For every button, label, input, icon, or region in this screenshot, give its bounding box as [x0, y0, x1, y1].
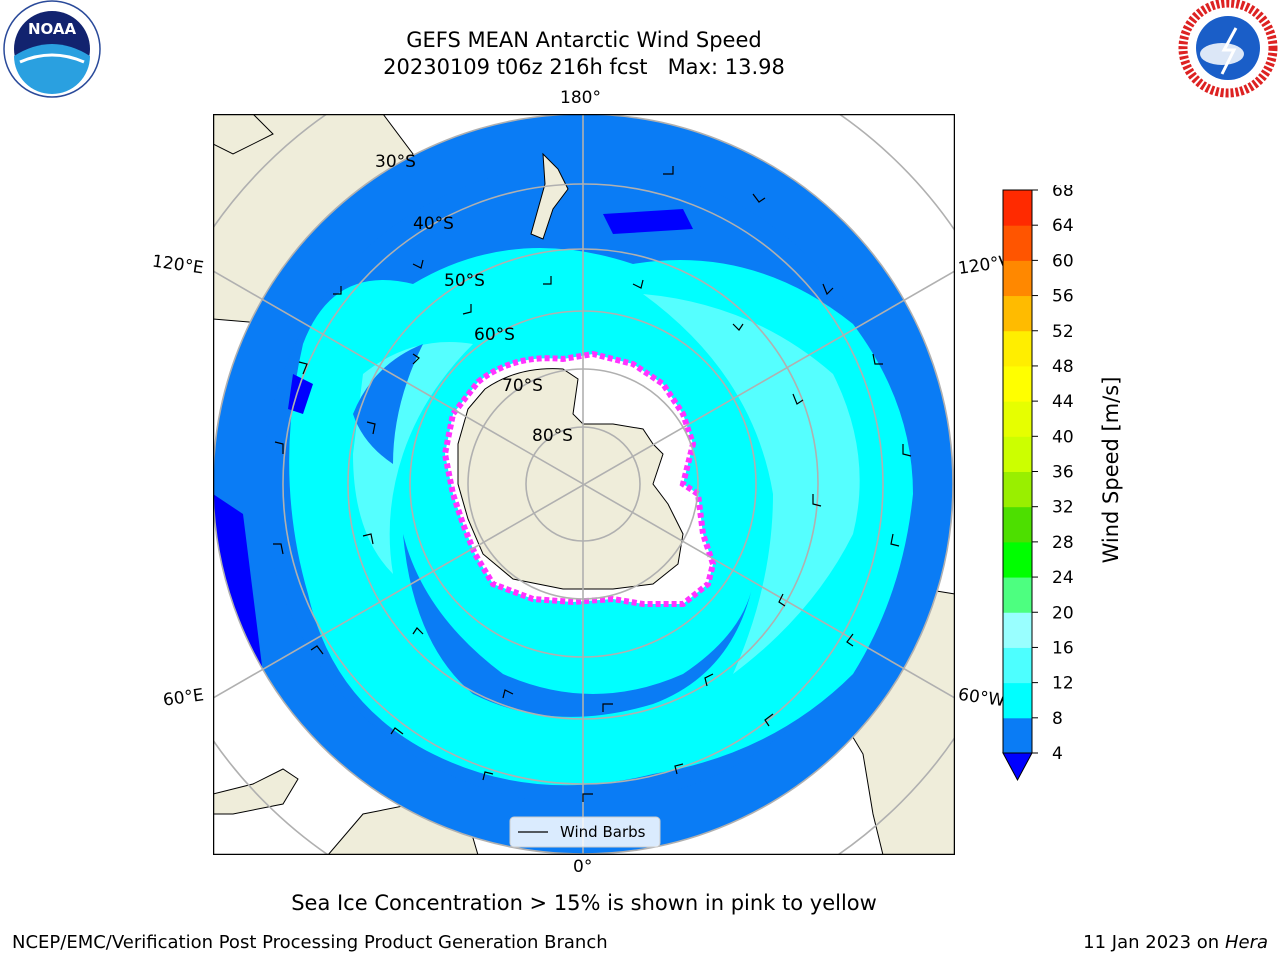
colorbar-tick-label: 44 [1052, 392, 1074, 412]
lat-label-40s: 40°S [413, 214, 454, 234]
colorbar-tick-label: 28 [1052, 533, 1074, 553]
colorbar-segment [1003, 190, 1032, 226]
nws-logo [1178, 0, 1278, 100]
colorbar-segment [1003, 612, 1032, 648]
colorbar-tick-label: 36 [1052, 463, 1074, 483]
lat-label-80s: 80°S [532, 426, 573, 446]
colorbar-segment [1003, 365, 1032, 402]
colorbar-tick-label: 68 [1052, 185, 1074, 201]
colorbar-tick-label: 40 [1052, 427, 1074, 447]
colorbar-segment [1003, 541, 1032, 578]
colorbar-tick-label: 4 [1052, 744, 1063, 764]
map-legend: Wind Barbs [509, 816, 661, 848]
lon-label-0: 0° [573, 857, 593, 877]
colorbar-segment [1003, 330, 1032, 367]
lon-label-180: 180° [560, 88, 601, 108]
lat-label-60s: 60°S [474, 325, 515, 345]
colorbar-segment [1003, 506, 1032, 543]
colorbar-segment [1003, 295, 1032, 332]
colorbar-tick-label: 16 [1052, 638, 1074, 658]
sea-ice-note: Sea Ice Concentration > 15% is shown in … [291, 891, 877, 915]
colorbar-segment [1003, 436, 1032, 472]
legend-label: Wind Barbs [560, 823, 646, 841]
colorbar-segment [1003, 260, 1032, 297]
colorbar-segment [1003, 471, 1032, 508]
colorbar-segment [1003, 682, 1032, 719]
colorbar-segment [1003, 647, 1032, 684]
footer-date: 11 Jan 2023 on Hera [1083, 932, 1268, 953]
chart-title-line1: GEFS MEAN Antarctic Wind Speed [406, 28, 762, 52]
footer-credit: NCEP/EMC/Verification Post Processing Pr… [12, 932, 608, 953]
lon-label-60w: 60°W [956, 684, 1007, 712]
colorbar-tick-label: 64 [1052, 216, 1074, 236]
lon-label-60e: 60°E [161, 685, 206, 711]
colorbar-tick-label: 20 [1052, 603, 1074, 623]
colorbar-tick-label: 52 [1052, 322, 1074, 342]
colorbar-segment [1003, 401, 1032, 437]
polar-map: 30°S 40°S 50°S 60°S 70°S 80°S Wind Barbs [212, 113, 956, 856]
lon-label-120e: 120°E [150, 251, 205, 279]
map-frame [212, 113, 956, 856]
footer-date-prefix: 11 Jan 2023 on [1083, 932, 1225, 953]
colorbar-tick-label: 24 [1052, 568, 1074, 588]
colorbar-segment [1003, 717, 1032, 754]
colorbar-segment [1003, 225, 1032, 261]
colorbar-tick-label: 48 [1052, 357, 1074, 377]
colorbar-segment [1003, 577, 1032, 613]
lat-label-50s: 50°S [444, 271, 485, 291]
lat-label-70s: 70°S [502, 376, 543, 396]
noaa-logo: NOAA [0, 0, 104, 100]
colorbar-extend-triangle [1002, 752, 1033, 782]
colorbar-tick-label: 60 [1052, 251, 1074, 271]
noaa-logo-text: NOAA [28, 20, 77, 38]
chart-title-line2: 20230109 t06z 216h fcst Max: 13.98 [383, 55, 785, 79]
colorbar-tick-label: 56 [1052, 287, 1074, 307]
colorbar-tick-label: 8 [1052, 709, 1063, 729]
colorbar-tick-label: 32 [1052, 498, 1074, 518]
colorbar-tick-label: 12 [1052, 674, 1074, 694]
footer-machine: Hera [1224, 932, 1268, 953]
colorbar-label: Wind Speed [m/s] [1099, 376, 1123, 564]
lat-label-30s: 30°S [375, 152, 416, 172]
colorbar: 4 8 12 16 20 24 28 32 36 40 44 48 52 56 60 64 68 [1000, 181, 1120, 785]
